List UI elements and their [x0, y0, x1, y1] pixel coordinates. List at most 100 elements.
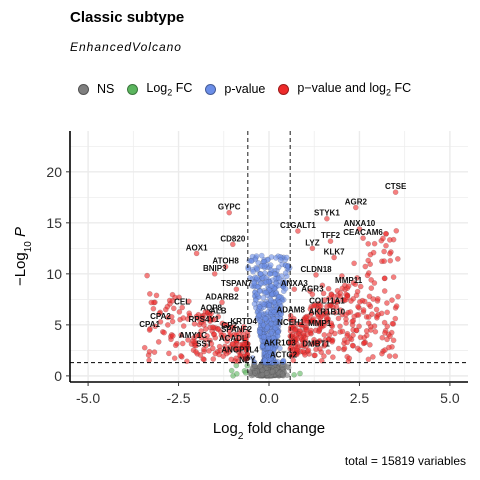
data-point-pfc: [320, 290, 327, 297]
data-point-ns: [257, 363, 263, 370]
gene-label: AQP8: [200, 304, 222, 313]
data-point-pfc: [219, 320, 226, 327]
data-point-pfc: [343, 311, 349, 318]
data-point-p: [279, 280, 286, 287]
data-point-pfc: [392, 353, 399, 359]
data-point-pfc: [328, 320, 335, 327]
data-point-pfc: [367, 341, 373, 348]
data-point-pfc: [366, 293, 373, 300]
data-point-p: [257, 288, 263, 295]
data-point-pfc: [341, 345, 348, 352]
data-point-pfc: [387, 250, 393, 257]
data-point-pfc: [186, 298, 192, 305]
data-point-p: [267, 262, 274, 268]
data-point-fc: [233, 370, 240, 377]
data-point-p: [275, 293, 282, 300]
data-point-pfc: [170, 333, 176, 339]
data-point-pfc: [339, 328, 346, 335]
data-point-p: [259, 343, 266, 350]
data-point-pfc: [390, 337, 397, 344]
data-point-p: [250, 268, 256, 275]
data-point-pfc: [179, 304, 185, 311]
data-point-pfc: [212, 350, 219, 357]
data-point-pfc: [337, 307, 344, 313]
data-point-pfc: [185, 337, 191, 343]
data-point-pfc: [332, 309, 339, 316]
gene-label: AMY1C: [179, 331, 207, 340]
x-tick-label: 2.5: [350, 390, 370, 406]
data-point-p: [271, 309, 278, 315]
data-point-pfc: [217, 347, 223, 354]
data-point-pfc: [152, 323, 158, 330]
data-point-p: [258, 280, 264, 287]
data-point-pfc: [363, 328, 370, 334]
data-point-pfc: [208, 340, 215, 347]
gene-label: ALB: [210, 307, 227, 316]
gene-label: ANXA10: [344, 219, 376, 228]
data-point-pfc: [150, 305, 157, 312]
data-point-pfc: [219, 299, 225, 306]
gene-label: RPS4Y1: [189, 315, 220, 324]
data-point-pfc: [365, 314, 372, 320]
data-point-p: [276, 299, 283, 306]
data-point-pfc: [371, 240, 378, 247]
data-point-pfc: [364, 272, 371, 279]
data-point-pfc: [389, 297, 395, 303]
data-point-pfc: [357, 283, 364, 290]
data-point-pfc: [374, 295, 381, 302]
data-point-p: [257, 271, 264, 277]
data-point-pfc: [392, 189, 399, 195]
y-tick-label: 0: [54, 368, 62, 384]
data-point-pfc: [353, 327, 360, 334]
data-point-pfc: [335, 315, 342, 322]
gene-label: DMBT1: [302, 339, 330, 348]
gene-label: TSPAN7: [221, 279, 253, 288]
gene-label: C1GALT1: [280, 221, 316, 230]
data-point-p: [261, 263, 268, 269]
data-point-pfc: [309, 245, 316, 252]
data-point-pfc: [310, 316, 317, 322]
data-point-pfc: [146, 357, 152, 364]
gene-label: CEL: [174, 298, 190, 307]
data-point-p: [280, 357, 287, 364]
data-point-pfc: [197, 352, 204, 358]
data-point-pfc: [237, 341, 243, 348]
gene-label: CD820: [220, 234, 245, 243]
data-point-p: [268, 320, 275, 327]
x-tick-label: 5.0: [440, 390, 460, 406]
gene-label: ANGPTL4: [221, 345, 259, 354]
data-point-pfc: [351, 260, 357, 267]
data-point-p: [272, 325, 279, 332]
gene-label: CPA1: [139, 320, 160, 329]
data-point-pfc: [210, 356, 217, 362]
chart-subtitle: EnhancedVolcano: [70, 40, 182, 54]
data-point-pfc: [180, 315, 187, 321]
gene-label: AGR3: [301, 284, 324, 293]
data-point-pfc: [226, 209, 232, 216]
x-tick-label: -2.5: [166, 390, 190, 406]
data-point-pfc: [221, 332, 227, 339]
data-point-p: [257, 303, 263, 310]
legend-marker-pvalue: [205, 83, 217, 95]
data-point-pfc: [379, 334, 386, 341]
legend-item-ns: NS: [78, 82, 114, 96]
gene-label: SPANF2: [221, 325, 253, 334]
legend-item-log2fc: Log2 FC: [127, 81, 192, 97]
legend-item-pvalue-and-log2fc: p−value and log2 FC: [278, 81, 411, 97]
data-point-pfc: [224, 338, 230, 345]
data-point-p: [282, 285, 289, 292]
data-point-pfc: [153, 292, 160, 299]
data-point-pfc: [380, 235, 386, 242]
data-point-fc: [244, 362, 251, 369]
data-point-pfc: [381, 258, 388, 264]
data-point-pfc: [176, 294, 182, 301]
data-point-pfc: [393, 303, 400, 309]
data-point-pfc: [344, 294, 351, 300]
data-point-pfc: [327, 238, 334, 244]
data-point-pfc: [356, 299, 363, 305]
data-point-pfc: [201, 346, 207, 353]
data-point-p: [258, 252, 265, 259]
data-point-pfc: [367, 261, 374, 268]
data-point-pfc: [233, 332, 240, 338]
